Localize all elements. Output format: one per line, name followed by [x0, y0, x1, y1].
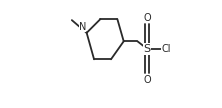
Text: N: N [79, 22, 86, 32]
Text: O: O [143, 75, 151, 85]
Text: Cl: Cl [162, 44, 171, 54]
Text: O: O [143, 13, 151, 23]
Text: S: S [143, 44, 151, 54]
